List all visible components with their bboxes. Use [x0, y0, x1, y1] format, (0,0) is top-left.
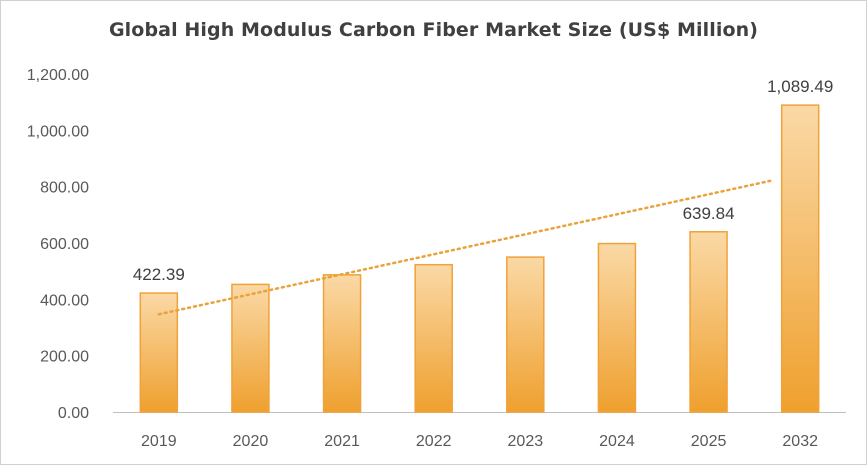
- y-tick-label: 1,000.00: [27, 123, 89, 140]
- x-tick-label: 2021: [324, 433, 360, 450]
- data-labels: 422.39 639.84 1,089.49: [133, 77, 833, 284]
- x-tick-label: 2032: [782, 433, 818, 450]
- x-tick-label: 2020: [233, 433, 269, 450]
- bar-2020: [231, 283, 270, 413]
- y-tick-label: 200.00: [40, 349, 89, 366]
- y-tick-label: 800.00: [40, 180, 89, 197]
- x-tick-label: 2023: [508, 433, 544, 450]
- bar-2032: [780, 104, 820, 413]
- bar-2023: [506, 256, 545, 413]
- y-tick-label: 400.00: [40, 292, 89, 309]
- bar-2025: [689, 231, 728, 413]
- bars: [139, 104, 820, 413]
- bar-2024: [597, 242, 637, 413]
- bar-2021: [322, 274, 362, 413]
- data-label: 422.39: [133, 265, 185, 284]
- y-tick-label: 600.00: [40, 236, 89, 253]
- trendline-line: [157, 179, 772, 316]
- y-tick-label: 0.00: [58, 405, 89, 422]
- x-tick-label: 2024: [599, 433, 635, 450]
- y-axis: 0.00 200.00 400.00 600.00 800.00 1,000.00 1,20…: [27, 67, 89, 422]
- data-label: 639.84: [683, 204, 735, 223]
- x-tick-label: 2022: [416, 433, 452, 450]
- trendline: [157, 179, 772, 316]
- y-tick-label: 1,200.00: [27, 67, 89, 84]
- data-label: 1,089.49: [767, 77, 833, 96]
- chart-title: Global High Modulus Carbon Fiber Market …: [108, 19, 759, 41]
- x-tick-label: 2019: [141, 433, 177, 450]
- x-tick-label: 2025: [691, 433, 727, 450]
- x-axis: 2019 2020 2021 2022 2023 2024 2025 2032: [113, 412, 846, 450]
- bar-2022: [414, 263, 453, 413]
